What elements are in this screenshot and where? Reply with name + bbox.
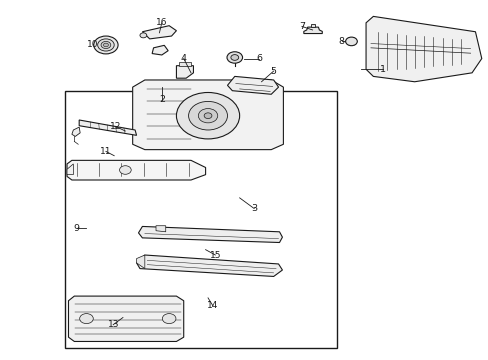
Text: 8: 8 — [338, 37, 344, 46]
Circle shape — [103, 43, 108, 47]
Text: 6: 6 — [256, 54, 262, 63]
Polygon shape — [179, 62, 191, 66]
Circle shape — [198, 109, 217, 123]
Polygon shape — [152, 45, 168, 55]
Polygon shape — [67, 160, 205, 180]
Bar — [64, 91, 336, 348]
Text: 7: 7 — [298, 22, 304, 31]
Text: 2: 2 — [159, 95, 164, 104]
Text: 3: 3 — [251, 204, 257, 213]
Polygon shape — [136, 255, 144, 269]
Text: 13: 13 — [107, 320, 119, 329]
Circle shape — [98, 39, 114, 51]
Polygon shape — [366, 17, 481, 82]
Text: 16: 16 — [156, 18, 167, 27]
Polygon shape — [310, 23, 315, 27]
Polygon shape — [303, 27, 322, 33]
Polygon shape — [136, 255, 282, 276]
Circle shape — [176, 93, 239, 139]
Text: 10: 10 — [87, 40, 99, 49]
Text: 5: 5 — [270, 67, 276, 76]
Polygon shape — [176, 66, 193, 78]
Circle shape — [226, 52, 242, 63]
Polygon shape — [67, 164, 73, 175]
Polygon shape — [68, 296, 183, 342]
Polygon shape — [142, 26, 176, 39]
Polygon shape — [132, 80, 283, 150]
Text: 9: 9 — [74, 224, 80, 233]
Polygon shape — [156, 226, 165, 232]
Text: 14: 14 — [207, 301, 218, 310]
Text: 15: 15 — [209, 251, 221, 260]
Text: 11: 11 — [100, 147, 111, 156]
Polygon shape — [79, 120, 136, 135]
Polygon shape — [72, 127, 80, 136]
Circle shape — [140, 33, 146, 38]
Circle shape — [203, 113, 211, 118]
Circle shape — [80, 314, 93, 324]
Circle shape — [119, 166, 131, 174]
Circle shape — [162, 314, 176, 324]
Circle shape — [188, 102, 227, 130]
Polygon shape — [138, 226, 282, 243]
Circle shape — [94, 36, 118, 54]
Text: 12: 12 — [110, 122, 121, 131]
Circle shape — [345, 37, 357, 46]
Circle shape — [230, 55, 238, 60]
Polygon shape — [227, 76, 278, 94]
Text: 1: 1 — [379, 65, 386, 74]
Text: 4: 4 — [181, 54, 186, 63]
Circle shape — [101, 41, 111, 49]
